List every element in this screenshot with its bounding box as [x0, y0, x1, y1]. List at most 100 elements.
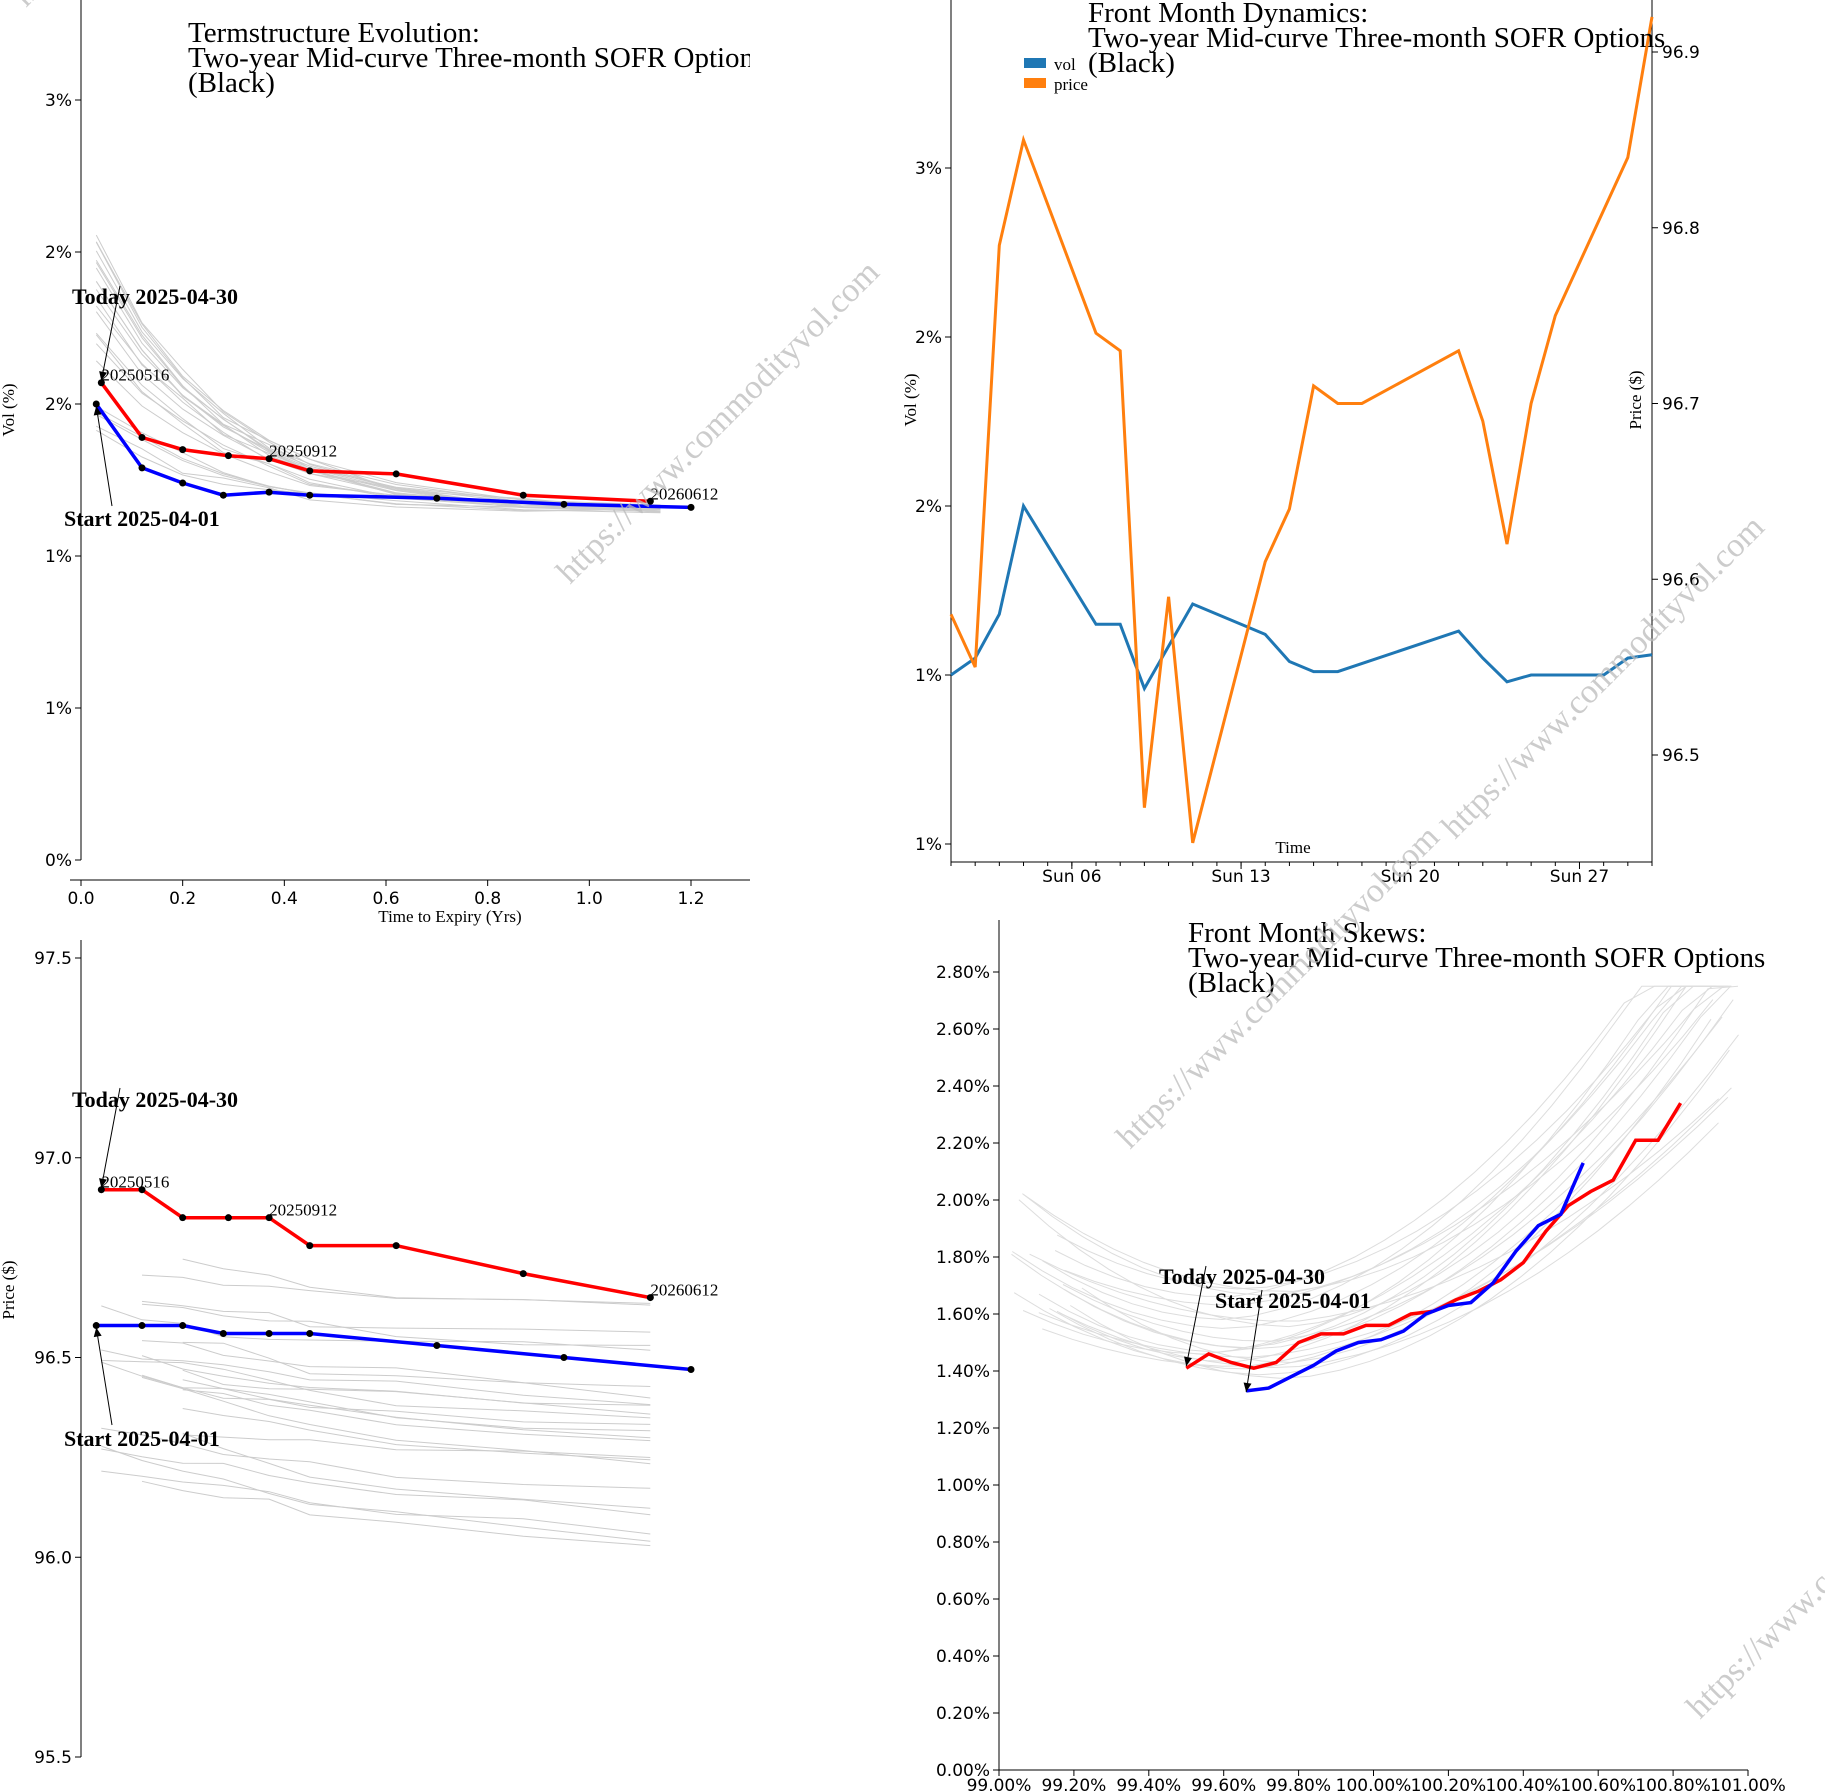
history-line	[96, 425, 661, 512]
history-line	[141, 1274, 651, 1306]
dynamics-y-label: Vol (%)	[901, 373, 920, 426]
termstructure-y-axis-tick-label: 1%	[45, 699, 72, 719]
price-term-today-point	[138, 1186, 146, 1194]
termstructure-today-point	[519, 491, 527, 499]
price-term-y-axis-tick-label: 97.5	[34, 949, 72, 969]
termstructure-title-line: (Black)	[188, 67, 275, 99]
skews-y-axis-tick-label: 1.40%	[936, 1362, 990, 1382]
termstructure-x-axis-tick-label: 0.0	[67, 889, 94, 909]
dynamics-y2-axis-tick-label: 96.7	[1662, 395, 1700, 415]
history-line	[141, 1340, 651, 1387]
price-term-today-line	[101, 1187, 651, 1300]
price-term-label: 20250516	[101, 1173, 169, 1192]
termstructure-y-axis-tick-label: 0%	[45, 851, 72, 871]
skews-y-axis-tick-label: 0.20%	[936, 1704, 990, 1724]
termstructure-y-axis-tick-label: 1%	[45, 547, 72, 567]
price-term-today-point	[265, 1214, 273, 1222]
skews-start-annotation: Start 2025-04-01	[1215, 1288, 1371, 1313]
price-term-y-axis-tick-label: 96.0	[34, 1548, 72, 1568]
history-line	[1062, 1016, 1723, 1342]
termstructure-today-annotation: Today 2025-04-30	[72, 284, 238, 309]
price-term-start-point	[138, 1322, 146, 1330]
skews-y-axis-tick-label: 1.80%	[936, 1248, 990, 1268]
history-line	[96, 413, 661, 514]
dynamics-vol-line	[950, 502, 1653, 693]
skews-x-tick-label: 100.40%	[1485, 1776, 1561, 1792]
skews-x-tick-label: 100.00%	[1336, 1776, 1412, 1792]
skews-today-annotation: Today 2025-04-30	[1159, 1264, 1325, 1289]
history-line	[95, 234, 661, 512]
skews-title-line: Two-year Mid-curve Three-month SOFR Opti…	[1188, 942, 1765, 974]
termstructure-x-axis-tick-label: 0.2	[169, 889, 196, 909]
skews-start-arrow	[1245, 1289, 1263, 1393]
termstructure-start-arrow-head	[93, 406, 102, 416]
termstructure-start-point	[179, 479, 187, 487]
skews-x-tick-label: 99.80%	[1266, 1776, 1331, 1792]
price-term-today-annotation: Today 2025-04-30	[72, 1087, 238, 1112]
dynamics-y2-axis-tick-label: 96.9	[1662, 43, 1700, 63]
termstructure-today-point	[179, 446, 187, 454]
price-term-today-point	[224, 1214, 232, 1222]
history-line	[1023, 999, 1714, 1292]
termstructure-start-point	[306, 491, 314, 499]
skews-y-axis-tick-label: 2.40%	[936, 1077, 990, 1097]
history-line	[1022, 985, 1713, 1355]
history-line	[101, 1359, 651, 1419]
skews-y-axis-tick-label: 1.20%	[936, 1419, 990, 1439]
dynamics-y2-axis-tick-label: 96.5	[1662, 746, 1700, 766]
history-line	[1063, 985, 1724, 1349]
history-line	[95, 267, 661, 512]
history-line	[141, 1374, 651, 1425]
skews-y-axis-tick-label: 2.60%	[936, 1020, 990, 1040]
skews-y-axis-tick-label: 2.80%	[936, 963, 990, 983]
history-line	[1042, 1087, 1732, 1367]
history-line	[101, 1361, 651, 1432]
dynamics-x-tick-label: Sun 13	[1211, 867, 1270, 887]
watermark-text: https://www.commodityvol.com	[549, 254, 886, 591]
termstructure-today-point	[138, 433, 146, 441]
price-term-today-point	[97, 1186, 105, 1194]
history-line	[95, 332, 661, 508]
termstructure-x-axis-tick-label: 0.4	[271, 889, 298, 909]
skews-y-axis-tick-label: 1.00%	[936, 1476, 990, 1496]
termstructure-x-axis-tick-label: 0.8	[474, 889, 501, 909]
termstructure-start-point	[560, 500, 568, 508]
skews-y-axis-tick-label: 0.60%	[936, 1590, 990, 1610]
price-term-y-axis-tick-label: 96.5	[34, 1349, 72, 1369]
skews-y-axis-tick-label: 0.40%	[936, 1647, 990, 1667]
skews-x-tick-label: 99.60%	[1191, 1776, 1256, 1792]
history-lines	[1011, 985, 1739, 1379]
termstructure-start-point	[687, 503, 695, 511]
history-line	[101, 1470, 651, 1535]
dynamics-x-tick-label: Sun 27	[1550, 867, 1609, 887]
termstructure-x-axis-tick-label: 1.0	[576, 889, 603, 909]
watermark-text: https://www.commodityvol.com	[1109, 819, 1446, 1156]
termstructure-start-annotation: Start 2025-04-01	[64, 506, 220, 531]
price-term-y-axis-tick-label: 97.0	[34, 1149, 72, 1169]
price-term-today-point	[646, 1294, 654, 1302]
price-term-start-point	[560, 1354, 568, 1361]
dynamics-x-tick-label: Sun 20	[1381, 867, 1440, 887]
skews-y-axis-tick-label: 1.60%	[936, 1305, 990, 1325]
skews-title-line: (Black)	[1188, 967, 1275, 999]
skews-y-axis-tick-label: 0.00%	[936, 1761, 990, 1781]
history-line	[1042, 985, 1732, 1321]
termstructure-today-point	[306, 467, 314, 475]
skews-x-tick-label: 100.80%	[1635, 1776, 1711, 1792]
dynamics-x-label: Time	[1275, 838, 1310, 857]
dynamics-y-axis-tick-label: 2%	[915, 497, 942, 517]
watermark-text: https://www.commodityvol.com	[5, 0, 342, 14]
price-term-today-arrow	[100, 1087, 121, 1188]
history-line	[95, 242, 661, 506]
history-line	[182, 1434, 651, 1458]
price-term-today-point	[179, 1214, 187, 1222]
legend-vol-swatch	[1024, 58, 1046, 68]
skews-today-arrow	[1185, 1265, 1207, 1367]
termstructure-y-axis-tick-label: 2%	[45, 395, 72, 415]
skews-x-tick-label: 99.20%	[1041, 1776, 1106, 1792]
skews-today-arrow-head	[1184, 1356, 1192, 1367]
history-line	[1012, 985, 1732, 1329]
history-line	[182, 1432, 651, 1509]
history-line	[182, 1389, 651, 1442]
price-term-today-point	[392, 1242, 400, 1250]
